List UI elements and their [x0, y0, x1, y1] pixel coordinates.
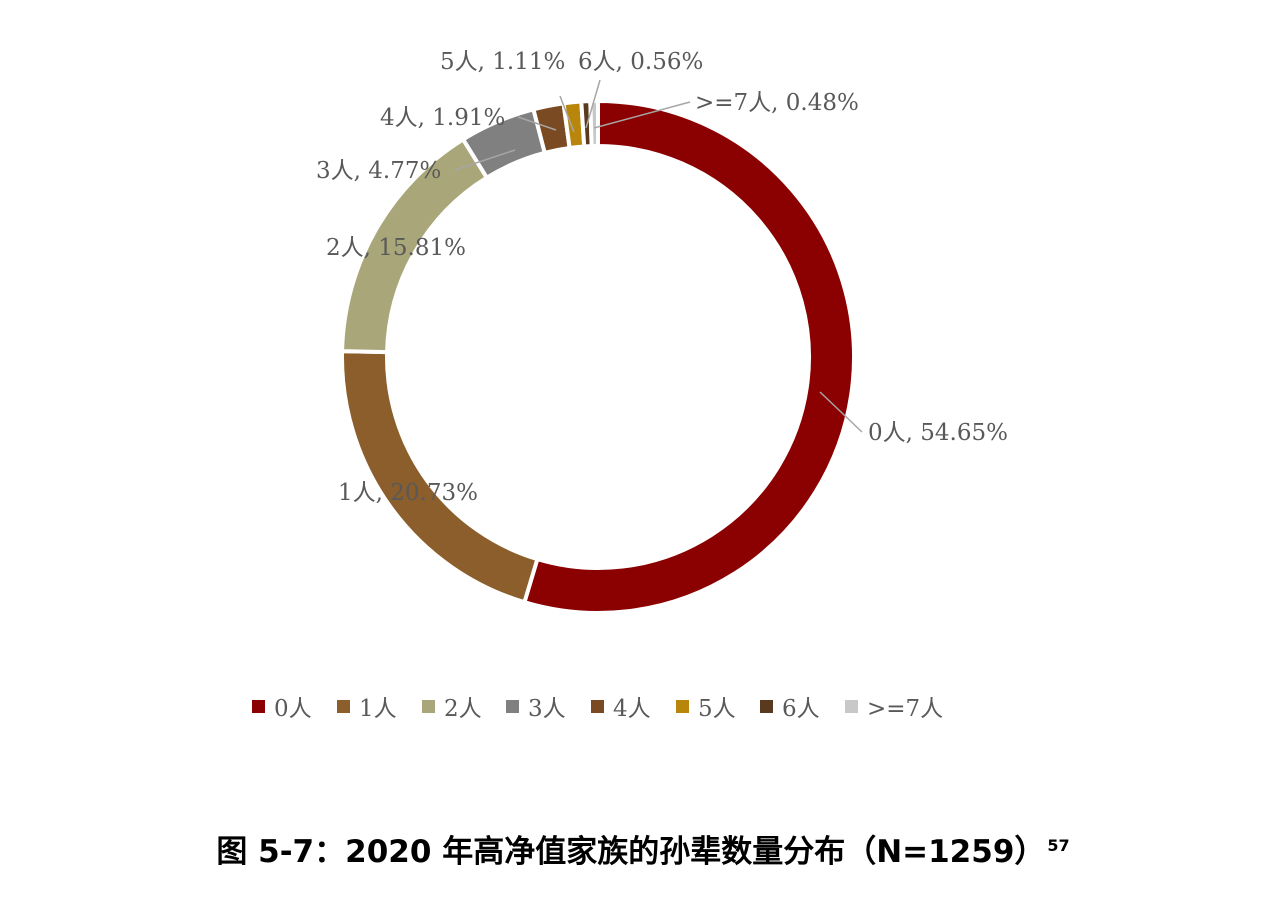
data-label-6: 6人, 0.56%: [578, 49, 703, 75]
slice-1: [340, 349, 540, 605]
leader-lines: [454, 79, 863, 433]
legend-swatch-0: [252, 700, 265, 713]
legend-swatch-7: [845, 700, 858, 713]
legend-label-4: 4人: [613, 696, 651, 722]
data-label-2: 2人, 15.81%: [326, 235, 466, 261]
legend-label-2: 2人: [444, 696, 482, 722]
data-label-0: 0人, 54.65%: [868, 420, 1008, 446]
title-footnote: 57: [1047, 835, 1070, 855]
legend-label-3: 3人: [528, 696, 566, 722]
legend-swatch-5: [676, 700, 689, 713]
slice-7: [588, 98, 600, 149]
legend-swatch-3: [506, 700, 519, 713]
legend-swatch-1: [337, 700, 350, 713]
data-labels: 0人, 54.65% 1人, 20.73% 2人, 15.81% 3人, 4.77% 4…: [316, 49, 1008, 506]
chart-title: 图 5-7：2020 年高净值家族的孙辈数量分布（N=1259） 57: [0, 826, 1286, 871]
data-label-3: 3人, 4.77%: [316, 158, 441, 184]
legend-label-1: 1人: [359, 696, 397, 722]
legend-label-0: 0人: [274, 696, 312, 722]
leader-line-5: [559, 95, 575, 133]
legend-label-7: >=7人: [867, 696, 943, 722]
leader-line-4: [517, 116, 557, 131]
data-label-7: >=7人, 0.48%: [695, 90, 859, 116]
legend-swatch-2: [422, 700, 435, 713]
slice-0: [521, 98, 856, 615]
data-label-5: 5人, 1.11%: [440, 49, 565, 75]
data-label-1: 1人, 20.73%: [338, 480, 478, 506]
data-label-4: 4人, 1.91%: [380, 105, 505, 131]
chart-title-text: 图 5-7：2020 年高净值家族的孙辈数量分布（N=1259）: [216, 834, 1046, 870]
legend: 0人 1人 2人 3人 4人 5人 6人 >=7人: [252, 696, 943, 722]
leader-line-0: [819, 391, 863, 433]
legend-swatch-4: [591, 700, 604, 713]
leader-line-3: [454, 149, 516, 171]
legend-swatch-6: [760, 700, 773, 713]
leader-line-6: [585, 79, 601, 129]
legend-label-5: 5人: [698, 696, 736, 722]
leader-line-7: [593, 101, 691, 129]
legend-label-6: 6人: [782, 696, 820, 722]
donut-slices: [340, 98, 856, 615]
